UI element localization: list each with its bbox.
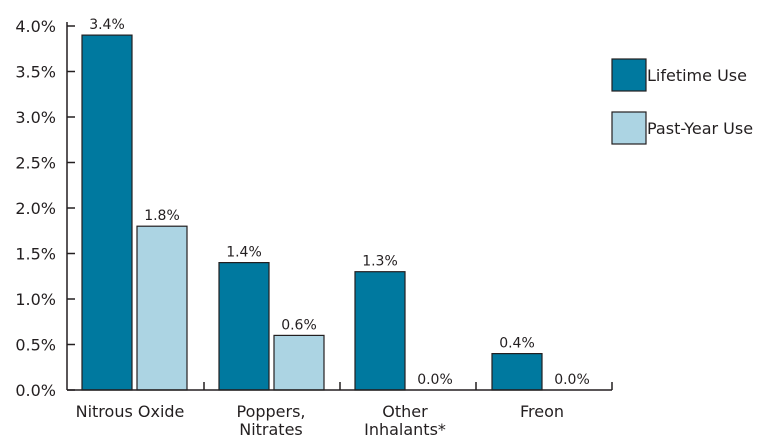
y-tick-label-7: 3.5% xyxy=(15,63,56,82)
data-label-lifetime-0: 3.4% xyxy=(89,17,125,33)
legend: Lifetime Use Past-Year Use xyxy=(611,58,753,145)
bar-lifetime-1 xyxy=(218,262,270,391)
legend-swatch-past-year xyxy=(611,111,647,145)
x-category-line: Poppers, xyxy=(236,402,305,421)
data-label-past-year-1: 0.6% xyxy=(281,317,317,333)
axes-group: 0.0% 0.5% 1.0% 1.5% 2.0% 2.5% 3.0% 3.5% 4.0% Nitr… xyxy=(15,17,613,439)
x-category-line: Other xyxy=(382,402,428,421)
legend-label-past-year: Past-Year Use xyxy=(647,119,753,138)
bar-lifetime-0 xyxy=(81,34,133,391)
data-label-lifetime-2: 1.3% xyxy=(362,254,398,270)
data-label-past-year-0: 1.8% xyxy=(144,208,180,224)
x-category-label-3: Freon xyxy=(520,402,564,421)
bars-group xyxy=(81,34,543,391)
data-label-lifetime-3: 0.4% xyxy=(499,336,535,352)
data-label-past-year-3: 0.0% xyxy=(554,372,590,388)
y-tick-label-4: 2.0% xyxy=(15,199,56,218)
bar-lifetime-2 xyxy=(354,271,406,391)
bar-past-year-0 xyxy=(136,225,188,391)
x-category-label-2: Other Inhalants* xyxy=(364,402,446,439)
y-tick-label-3: 1.5% xyxy=(15,245,56,264)
y-tick-label-6: 3.0% xyxy=(15,108,56,127)
bar-past-year-1 xyxy=(273,334,325,391)
legend-label-lifetime: Lifetime Use xyxy=(647,66,747,85)
data-label-past-year-2: 0.0% xyxy=(417,372,453,388)
x-category-line: Nitrates xyxy=(239,420,303,439)
x-category-line: Inhalants* xyxy=(364,420,446,439)
legend-swatch-lifetime xyxy=(611,58,647,92)
y-tick-label-5: 2.5% xyxy=(15,154,56,173)
y-tick-label-2: 1.0% xyxy=(15,290,56,309)
y-tick-label-0: 0.0% xyxy=(15,381,56,400)
bar-lifetime-3 xyxy=(491,353,543,391)
x-category-label-0: Nitrous Oxide xyxy=(76,402,185,421)
data-labels-group: 3.4% 1.4% 1.3% 0.4% 1.8% 0.6% 0.0% 0.0% xyxy=(89,17,590,388)
y-tick-label-8: 4.0% xyxy=(15,17,56,36)
x-category-line: Freon xyxy=(520,402,564,421)
data-label-lifetime-1: 1.4% xyxy=(226,245,262,261)
y-tick-label-1: 0.5% xyxy=(15,336,56,355)
x-category-line: Nitrous Oxide xyxy=(76,402,185,421)
x-category-label-1: Poppers, Nitrates xyxy=(236,402,305,439)
